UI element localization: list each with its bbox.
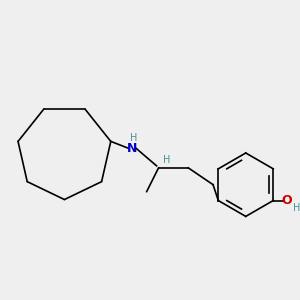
Text: O: O [282,194,292,207]
Text: H: H [130,133,137,143]
Text: H: H [293,203,300,214]
Text: H: H [163,155,170,165]
Text: N: N [127,142,137,154]
